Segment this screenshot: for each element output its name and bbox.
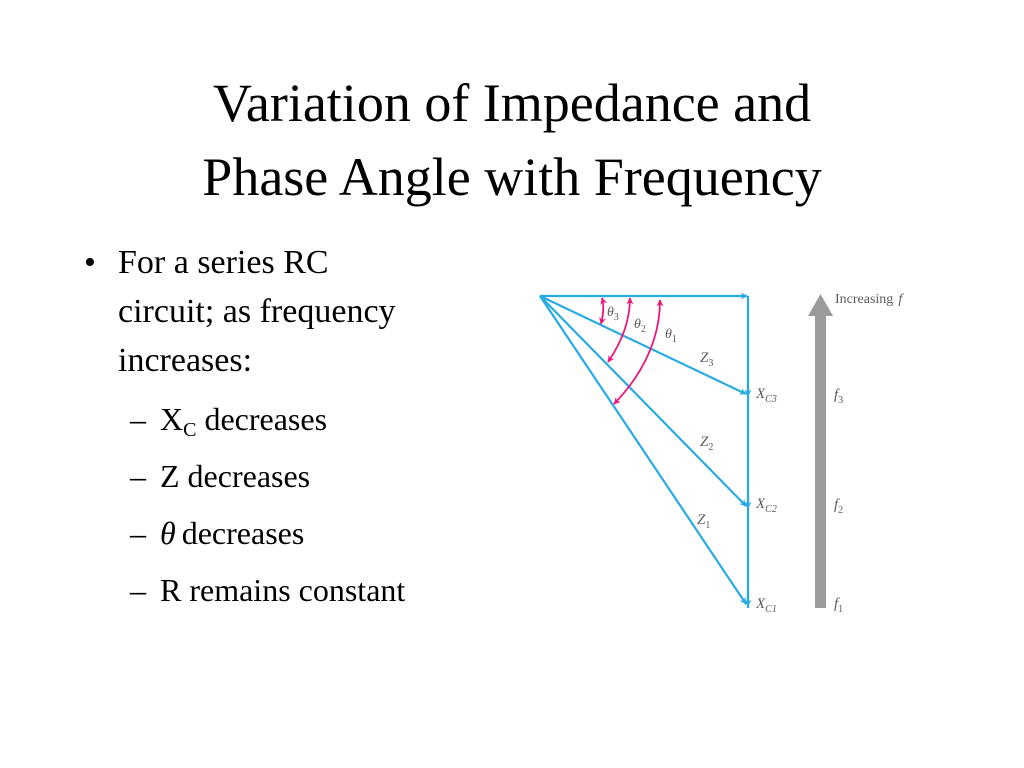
theta3-label: θ3 xyxy=(607,305,619,323)
theta1-label: θ1 xyxy=(665,327,677,345)
main-bullet-line-2: circuit; as frequency xyxy=(118,293,396,330)
xc-subscript: C xyxy=(183,419,197,441)
main-bullet-line-1: For a series RC xyxy=(118,244,329,281)
xc-rest: decreases xyxy=(196,401,328,437)
z3-label: Z3 xyxy=(700,350,713,369)
main-bullet-text: For a series RC circuit; as frequency in… xyxy=(118,238,508,385)
f2-label: f2 xyxy=(834,497,843,516)
sub-bullet-xc: – XC decreases xyxy=(70,391,530,448)
sub-bullet-xc-text: XC decreases xyxy=(160,391,327,448)
sub-bullet-list: – XC decreases – Z decreases – θ decrease… xyxy=(70,391,530,619)
sub-bullet-z-text: Z decreases xyxy=(160,458,311,494)
title-line-2: Phase Angle with Frequency xyxy=(202,147,822,207)
z2-label: Z2 xyxy=(700,434,713,453)
title-line-1: Variation of Impedance and xyxy=(212,73,812,133)
f3-label: f3 xyxy=(834,387,843,406)
f1-label: f1 xyxy=(834,596,843,615)
sub-bullet-dash: – xyxy=(130,458,146,494)
sub-bullet-theta-text: θ decreases xyxy=(160,505,304,562)
z3-phasor xyxy=(539,295,747,395)
slide-title: Variation of Impedance and Phase Angle w… xyxy=(0,66,1024,214)
sub-bullet-z: – Z decreases xyxy=(70,448,530,505)
sub-bullet-r: – R remains constant xyxy=(70,562,530,619)
theta-symbol: θ xyxy=(160,515,176,551)
sub-bullet-dash: – xyxy=(130,572,146,608)
increasing-frequency-arrowhead xyxy=(808,294,833,316)
theta1-arc xyxy=(613,299,664,405)
sub-bullet-theta: – θ decreases xyxy=(70,505,530,562)
sub-bullet-r-text: R remains constant xyxy=(160,572,406,608)
theta3-arc xyxy=(599,297,608,325)
xc-symbol: X xyxy=(160,401,184,437)
theta2-label: θ2 xyxy=(634,317,646,335)
xc1-label: XC1 xyxy=(755,596,777,615)
z1-phasor xyxy=(539,295,747,605)
increasing-frequency-label: Increasing f xyxy=(835,292,904,307)
sub-bullet-dash: – xyxy=(130,401,146,437)
main-bullet: • For a series RC circuit; as frequency … xyxy=(70,238,530,385)
bullet-list: • For a series RC circuit; as frequency … xyxy=(70,238,530,619)
theta-rest: decreases xyxy=(181,515,305,551)
impedance-phasor-diagram: θ3 θ2 θ1 Z3 Z2 Z1 XC3 XC2 XC1 Increasing… xyxy=(539,292,904,615)
increasing-frequency-shaft xyxy=(815,314,826,608)
xc3-label: XC3 xyxy=(755,386,777,405)
z1-label: Z1 xyxy=(697,512,710,531)
sub-bullet-dash: – xyxy=(130,515,146,551)
xc2-label: XC2 xyxy=(755,496,777,515)
main-bullet-line-3: increases: xyxy=(118,342,253,379)
bullet-dot: • xyxy=(84,244,96,281)
